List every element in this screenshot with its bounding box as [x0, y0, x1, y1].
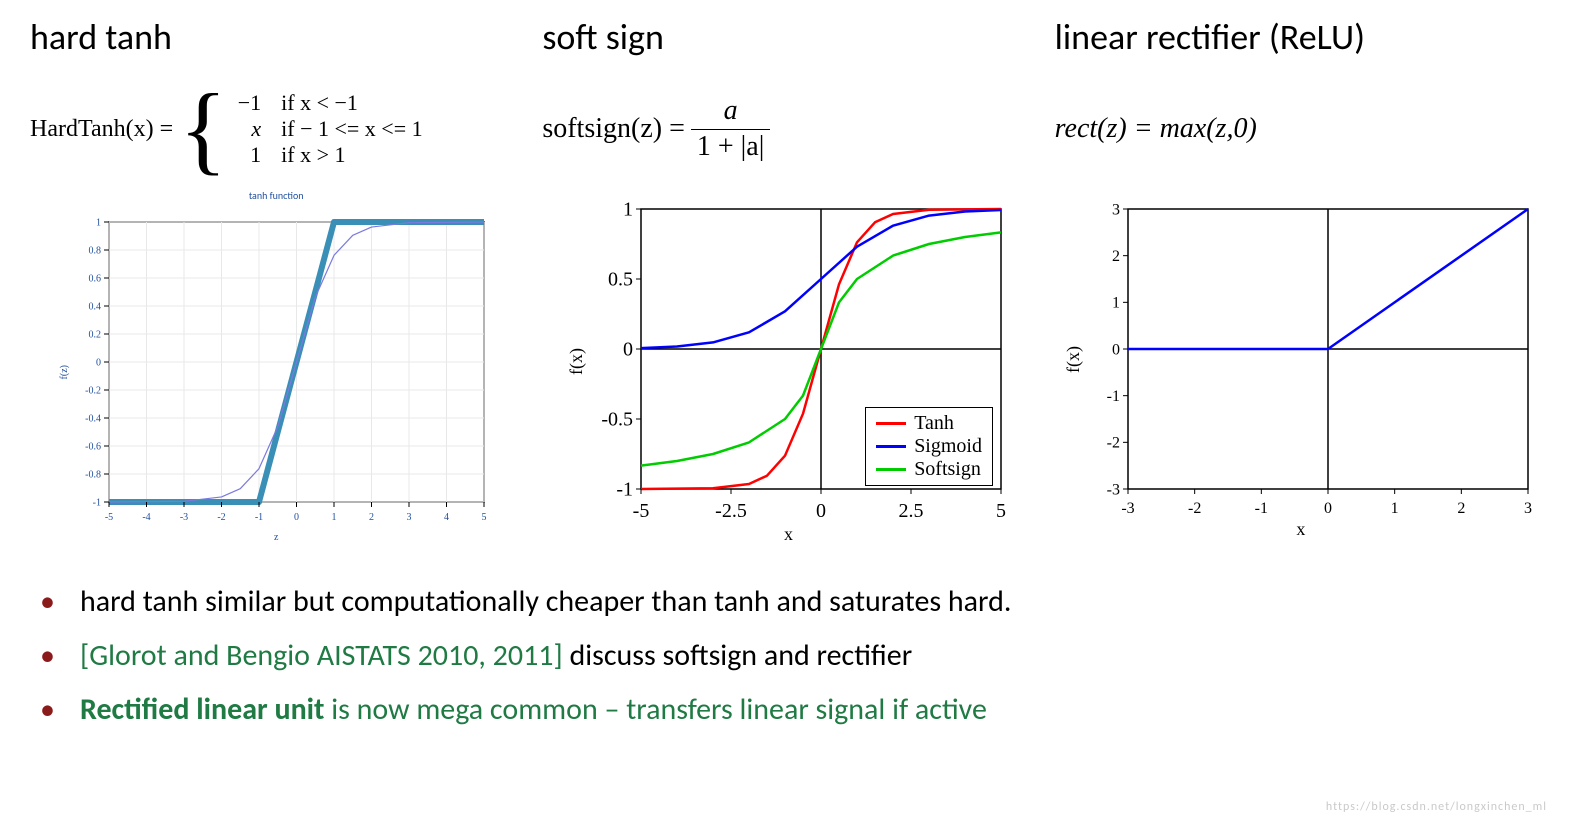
svg-text:0.5: 0.5	[608, 269, 633, 291]
svg-text:-1: -1	[1255, 500, 1268, 517]
svg-text:0: 0	[816, 500, 826, 519]
svg-text:1: 1	[331, 512, 336, 523]
svg-text:0: 0	[1324, 500, 1332, 517]
svg-text:-1: -1	[1107, 388, 1120, 405]
formula-hardtanh: HardTanh(x) = { −1if x < −1 xif − 1 <= x…	[30, 69, 522, 189]
svg-text:-5: -5	[104, 512, 112, 523]
chart-hardtanh: -5 -4 -3 -2 -1 0 1 2 3 4 5 -1 -0.8 -0.6 -0.4 -0.2 0 0.2 0.…	[74, 212, 494, 532]
svg-text:0.2: 0.2	[88, 329, 101, 340]
svg-text:1: 1	[623, 199, 633, 221]
svg-text:1: 1	[1391, 500, 1399, 517]
svg-text:5: 5	[996, 500, 1006, 519]
svg-text:0.6: 0.6	[88, 273, 101, 284]
svg-text:0: 0	[623, 339, 633, 361]
title-hardtanh: hard tanh	[30, 15, 522, 59]
svg-text:-2: -2	[1188, 500, 1201, 517]
svg-text:3: 3	[406, 512, 411, 523]
legend-item: Softsign	[876, 458, 982, 481]
svg-text:-3: -3	[1107, 481, 1120, 498]
formula-relu: rect(z) = max(z,0)	[1055, 69, 1547, 189]
svg-text:4: 4	[444, 512, 449, 523]
svg-text:-0.5: -0.5	[601, 409, 633, 431]
legend-softsign: TanhSigmoidSoftsign	[865, 407, 993, 486]
chart-relu-wrapper: f(x) -3-2-10123-3-2-10123 x	[1055, 189, 1547, 540]
chart-relu: -3 -2 -1 0 1 2 3 -3 -2 -1 0 1 2 3	[1088, 199, 1538, 519]
svg-text:-0.8: -0.8	[85, 469, 101, 480]
svg-text:-2.5: -2.5	[715, 500, 747, 519]
legend-item: Tanh	[876, 412, 982, 435]
svg-text:0: 0	[294, 512, 299, 523]
svg-text:3: 3	[1112, 201, 1120, 218]
bullet-1: hard tanh similar but computationally ch…	[50, 575, 1547, 629]
svg-text:1: 1	[96, 217, 101, 228]
svg-text:-5: -5	[633, 500, 650, 519]
svg-text:-0.2: -0.2	[85, 385, 101, 396]
svg-text:0: 0	[1112, 341, 1120, 358]
svg-text:5: 5	[481, 512, 486, 523]
svg-text:-2: -2	[1107, 435, 1120, 452]
title-softsign: soft sign	[542, 15, 1034, 59]
svg-text:2: 2	[1458, 500, 1466, 517]
svg-text:0.4: 0.4	[88, 301, 101, 312]
svg-text:-0.4: -0.4	[85, 413, 101, 424]
col-relu: linear rectifier (ReLU) rect(z) = max(z,…	[1055, 15, 1547, 545]
svg-text:0.8: 0.8	[88, 245, 101, 256]
legend-item: Sigmoid	[876, 435, 982, 458]
col-softsign: soft sign softsign(z) = a 1 + |a| f(x) -…	[542, 15, 1034, 545]
formula-softsign: softsign(z) = a 1 + |a|	[542, 69, 1034, 189]
svg-text:1: 1	[1112, 295, 1120, 312]
svg-text:-3: -3	[1122, 500, 1135, 517]
svg-text:-1: -1	[92, 497, 100, 508]
svg-text:2: 2	[1112, 248, 1120, 265]
bullet-3: Rectified linear unit is now mega common…	[50, 683, 1547, 737]
svg-text:3: 3	[1524, 500, 1532, 517]
title-relu: linear rectifier (ReLU)	[1055, 15, 1547, 59]
svg-text:2.5: 2.5	[898, 500, 923, 519]
svg-text:-2: -2	[217, 512, 225, 523]
svg-text:-1: -1	[254, 512, 262, 523]
watermark: https://blog.csdn.net/longxinchen_ml	[1326, 800, 1547, 814]
svg-text:-3: -3	[179, 512, 187, 523]
three-column-row: hard tanh HardTanh(x) = { −1if x < −1 xi…	[30, 15, 1547, 545]
svg-text:-1: -1	[616, 479, 633, 501]
bullet-2: [Glorot and Bengio AISTATS 2010, 2011] d…	[50, 629, 1547, 683]
piecewise-hardtanh: −1if x < −1 xif − 1 <= x <= 1 1if x > 1	[233, 90, 422, 168]
svg-text:-4: -4	[142, 512, 150, 523]
svg-text:2: 2	[369, 512, 374, 523]
chart-softsign-wrapper: f(x) -5-2.502.55-1-0.500.51 TanhSigmoidS…	[542, 189, 1034, 545]
bullet-list: hard tanh similar but computationally ch…	[30, 575, 1547, 737]
chart-hardtanh-wrapper: tanh function f(z) -5-4-3-2-1012345-1-0.…	[30, 189, 522, 543]
svg-text:0: 0	[96, 357, 101, 368]
col-hardtanh: hard tanh HardTanh(x) = { −1if x < −1 xi…	[30, 15, 522, 545]
svg-text:-0.6: -0.6	[85, 441, 101, 452]
